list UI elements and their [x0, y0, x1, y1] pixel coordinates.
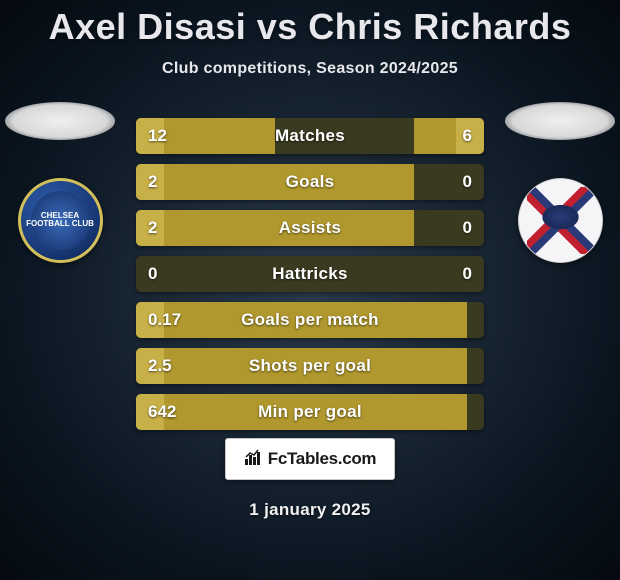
stat-row: Hattricks0 0: [136, 256, 484, 292]
stat-label: Shots per goal: [136, 356, 484, 376]
stat-value-right: 0: [463, 218, 472, 238]
stat-row: Goals2 0: [136, 164, 484, 200]
stat-value-left: 0.17: [148, 310, 181, 330]
branding-text: FcTables.com: [268, 449, 377, 469]
player-right-silhouette: [505, 102, 615, 140]
stat-value-right: 0: [463, 172, 472, 192]
page-title: Axel Disasi vs Chris Richards: [0, 0, 620, 48]
stat-value-right: 6: [463, 126, 472, 146]
stat-row: Goals per match0.17: [136, 302, 484, 338]
stat-value-left: 2.5: [148, 356, 172, 376]
stats-table: Matches126Goals20Assists20Hattricks00Goa…: [136, 118, 484, 440]
stat-label: Goals per match: [136, 310, 484, 330]
stat-label: Assists: [136, 218, 484, 238]
stat-label: Hattricks: [136, 264, 484, 284]
stat-value-left: 642: [148, 402, 176, 422]
stat-row: Shots per goal2.5: [136, 348, 484, 384]
stat-label: Matches: [136, 126, 484, 146]
comparison-area: CHELSEA FOOTBALL CLUB Matches126Goals20A…: [0, 106, 620, 426]
player-right-column: [500, 106, 620, 263]
subtitle: Club competitions, Season 2024/2025: [0, 60, 620, 78]
branding-box: FcTables.com: [225, 438, 395, 480]
stat-row: Min per goal642: [136, 394, 484, 430]
eagle-icon: [527, 187, 594, 254]
stat-value-left: 2: [148, 218, 157, 238]
player-left-column: CHELSEA FOOTBALL CLUB: [0, 106, 120, 263]
player-left-silhouette: [5, 102, 115, 140]
stat-value-left: 0: [148, 264, 157, 284]
club-crest-right: [518, 178, 603, 263]
stat-label: Min per goal: [136, 402, 484, 422]
stat-value-left: 12: [148, 126, 167, 146]
club-crest-left-label: CHELSEA FOOTBALL CLUB: [21, 212, 100, 230]
stat-value-left: 2: [148, 172, 157, 192]
stat-value-right: 0: [463, 264, 472, 284]
bars-icon: [244, 448, 262, 471]
date-label: 1 january 2025: [0, 500, 620, 520]
club-crest-left: CHELSEA FOOTBALL CLUB: [18, 178, 103, 263]
stat-row: Assists2 0: [136, 210, 484, 246]
stat-label: Goals: [136, 172, 484, 192]
stat-row: Matches12 6: [136, 118, 484, 154]
